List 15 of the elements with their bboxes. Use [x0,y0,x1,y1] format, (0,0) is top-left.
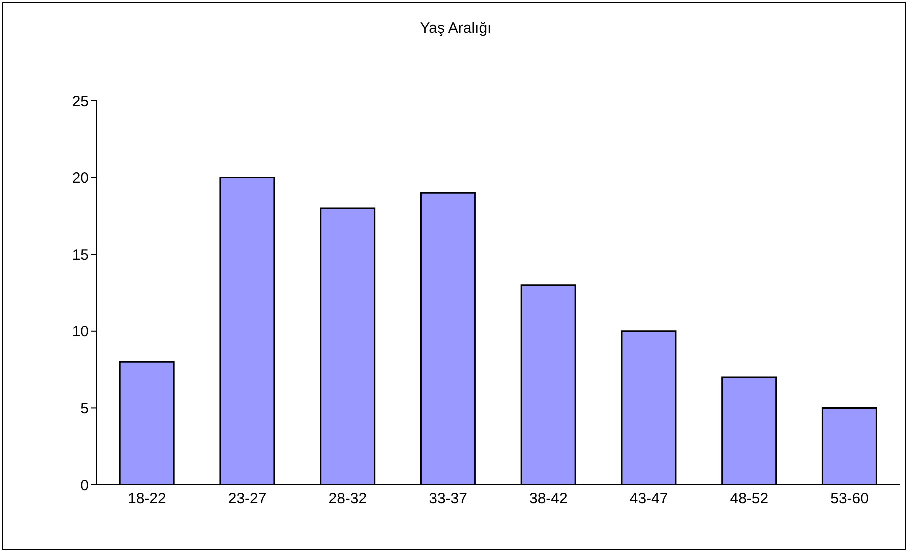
x-tick-label: 53-60 [830,490,869,508]
x-tick-label: 28-32 [328,490,368,508]
y-tick-label: 5 [80,400,89,418]
x-tick-label: 23-27 [228,490,267,508]
x-tick-label: 43-47 [630,490,668,508]
y-tick-label: 20 [72,170,89,188]
x-tick-label: 48-52 [730,490,769,508]
chart-title: Yaş Aralığı [419,20,493,37]
y-tick-label: 10 [72,324,89,341]
y-tick-label: 15 [72,246,89,264]
x-tick-label: 18-22 [128,490,166,508]
x-tick-label: 38-42 [530,490,568,508]
x-tick-label: 33-37 [429,490,468,508]
y-tick-label: 25 [72,93,89,110]
y-tick-label: 0 [80,477,89,494]
